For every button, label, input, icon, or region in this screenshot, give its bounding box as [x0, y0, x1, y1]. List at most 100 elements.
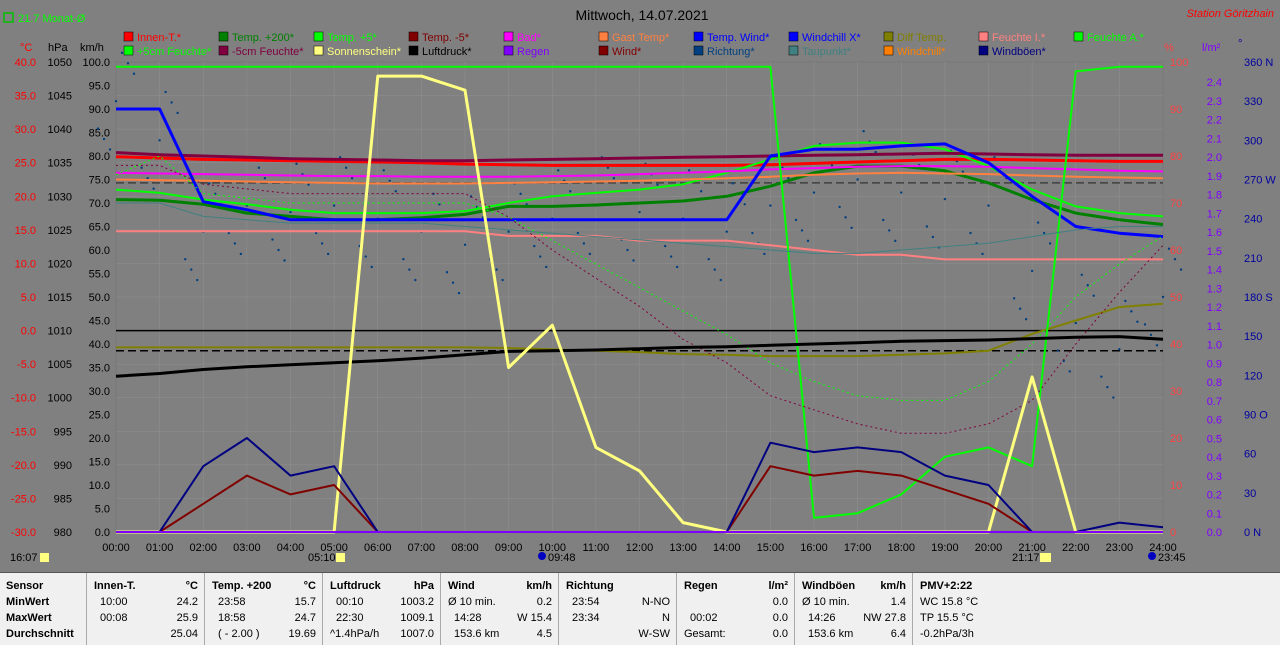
direction-point — [164, 90, 167, 94]
stats-innen-min-val: 24.2 — [176, 596, 198, 608]
direction-point — [495, 268, 498, 271]
temp-tick-13: -25.0 — [11, 493, 36, 505]
direction-point — [675, 265, 679, 269]
direction-point — [1143, 323, 1147, 326]
direction-point — [257, 166, 261, 169]
rain-tick-22: 0.2 — [1207, 490, 1222, 502]
hum-tick-1: 90 — [1170, 104, 1182, 116]
rain-tick-11: 1.3 — [1207, 283, 1222, 295]
rain-tick-0: 2.4 — [1207, 77, 1222, 89]
series-line-8 — [116, 230, 1163, 261]
rain-tick-8: 1.6 — [1207, 227, 1222, 239]
direction-point — [800, 229, 804, 232]
direction-point — [606, 166, 610, 169]
direction-point — [731, 182, 734, 185]
wind-tick-0: 100.0 — [82, 57, 110, 69]
direction-point — [438, 203, 441, 206]
legend-swatch-7 — [788, 31, 799, 42]
time-tick-24: 24:00 — [1149, 542, 1177, 554]
legend-swatch-13 — [313, 45, 324, 56]
legend-swatch-10 — [1073, 31, 1084, 42]
stats-pmv-dewpoint: TP 15.5 °C — [920, 612, 974, 624]
unit-wind: km/h — [80, 42, 104, 54]
dir-tick-6: 180 S — [1244, 292, 1273, 304]
press-tick-8: 1010 — [48, 326, 72, 338]
stats-luftdruck-min-time: 00:10 — [336, 596, 364, 608]
stats-pmv-col: PMV+2:22 WC 15.8 °C TP 15.5 °C -0.2hPa/3… — [912, 573, 1030, 645]
direction-point — [227, 231, 231, 235]
time-tick-0: 00:00 — [102, 542, 130, 554]
dir-tick-5: 210 — [1244, 253, 1262, 265]
unit-press: hPa — [48, 42, 68, 54]
direction-point — [838, 205, 841, 209]
press-tick-0: 1050 — [48, 57, 72, 69]
direction-point — [120, 51, 124, 55]
direction-point — [295, 162, 298, 166]
direction-point — [656, 183, 659, 186]
direction-point — [184, 257, 187, 261]
direction-point — [158, 139, 161, 142]
time-left: 16:07 — [10, 552, 38, 564]
direction-point — [382, 169, 385, 172]
direction-point — [969, 231, 972, 235]
legend-label-17: Richtung* — [707, 46, 755, 58]
stats-avg-label: Durchschnitt — [6, 628, 74, 640]
stats-luftdruck-max-time: 22:30 — [336, 612, 364, 624]
stats-table: Sensor MinWert MaxWert Durchschnitt Inne… — [0, 572, 1280, 645]
stats-richtung-avg-val: W-SW — [638, 628, 670, 640]
stats-boeen-unit: km/h — [880, 580, 906, 592]
legend-swatch-12 — [218, 45, 229, 56]
temp-tick-3: 25.0 — [15, 158, 36, 170]
legend-label-16: Wind* — [612, 46, 642, 58]
stats-boeen-max-time: 14:26 — [808, 612, 836, 624]
stats-regen-min-val: 0.0 — [772, 596, 788, 608]
legend-swatch-9 — [978, 31, 989, 42]
temp-tick-11: -15.0 — [11, 426, 36, 438]
wind-tick-11: 45.0 — [89, 316, 110, 328]
direction-point — [1012, 297, 1016, 300]
direction-point — [925, 225, 929, 228]
stats-luftdruck-max-val: 1009.1 — [400, 612, 434, 624]
dir-tick-4: 240 — [1244, 214, 1262, 226]
time-tick-3: 03:00 — [233, 542, 261, 554]
series-line-6 — [116, 107, 1164, 239]
stats-pmv-header: PMV+2:22 — [920, 580, 973, 592]
hum-tick-8: 20 — [1170, 433, 1182, 445]
temp-tick-12: -20.0 — [11, 460, 36, 472]
time-tick-5: 05:00 — [320, 542, 348, 554]
direction-point — [414, 278, 417, 282]
direction-point — [1086, 284, 1089, 287]
moonset-time: 23:45 — [1158, 552, 1186, 564]
stats-wind-max-val: W 15.4 — [517, 612, 552, 624]
time-tick-9: 09:00 — [495, 542, 523, 554]
direction-point — [132, 72, 136, 75]
stats-luftdruck-unit: hPa — [413, 580, 434, 592]
direction-point — [569, 190, 572, 193]
stats-wind-avg-val: 4.5 — [536, 628, 552, 640]
unit-dir: ° — [1238, 38, 1242, 50]
rain-tick-1: 2.3 — [1207, 96, 1222, 108]
rain-tick-23: 0.1 — [1207, 508, 1222, 520]
stats-boeen-col: Windböen km/h Ø 10 min. 1.4 14:26 NW 27.8 1… — [794, 573, 913, 645]
legend-label-6: Temp. Wind* — [707, 32, 770, 44]
direction-point — [874, 150, 877, 154]
direction-point — [1136, 320, 1139, 324]
direction-point — [626, 248, 629, 252]
temp-tick-9: -5.0 — [17, 359, 36, 371]
press-tick-12: 990 — [54, 460, 72, 472]
time-tick-1: 01:00 — [146, 542, 174, 554]
legend-label-2: Temp. +5* — [327, 32, 378, 44]
wind-tick-2: 90.0 — [89, 104, 110, 116]
temp-tick-7: 5.0 — [21, 292, 36, 304]
stats-temp200-min-val: 15.7 — [294, 596, 316, 608]
temp-tick-6: 10.0 — [15, 258, 36, 270]
time-tick-11: 11:00 — [583, 542, 610, 554]
wind-tick-9: 55.0 — [89, 269, 110, 281]
press-tick-9: 1005 — [48, 359, 72, 371]
time-tick-20: 20:00 — [975, 542, 1003, 554]
direction-point — [1024, 317, 1028, 321]
stats-temp200-header: Temp. +200 — [212, 580, 272, 592]
direction-point — [830, 163, 834, 167]
hum-tick-9: 10 — [1170, 480, 1182, 492]
rain-tick-4: 2.0 — [1207, 152, 1222, 164]
